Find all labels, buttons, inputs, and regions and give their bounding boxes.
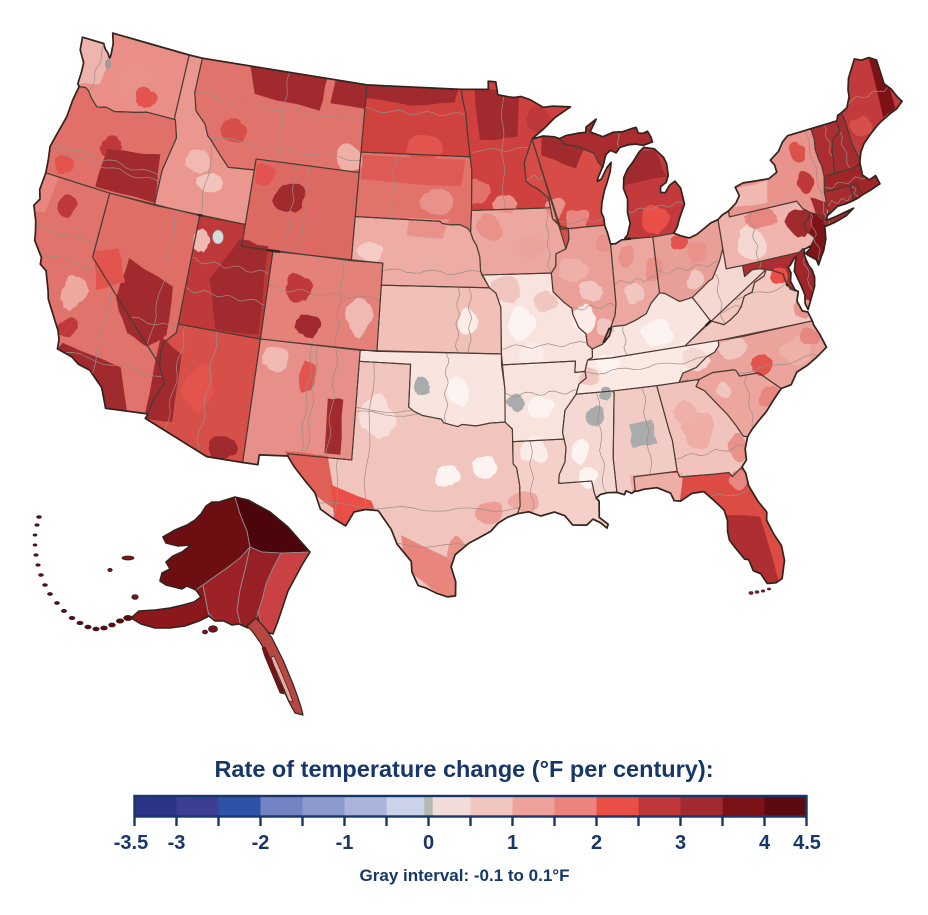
svg-text:4: 4 [759,832,771,854]
svg-text:3: 3 [675,832,686,854]
svg-text:4.5: 4.5 [793,832,821,854]
svg-text:1: 1 [507,832,518,854]
svg-text:Rate of temperature change (°F: Rate of temperature change (°F per centu… [214,756,713,782]
svg-text:-1: -1 [336,832,354,854]
svg-text:0: 0 [423,832,434,854]
svg-text:-3: -3 [168,832,186,854]
svg-text:-2: -2 [252,832,270,854]
svg-text:Gray interval: -0.1 to 0.1°F: Gray interval: -0.1 to 0.1°F [360,866,570,885]
svg-text:2: 2 [591,832,602,854]
svg-text:-3.5: -3.5 [114,832,148,854]
